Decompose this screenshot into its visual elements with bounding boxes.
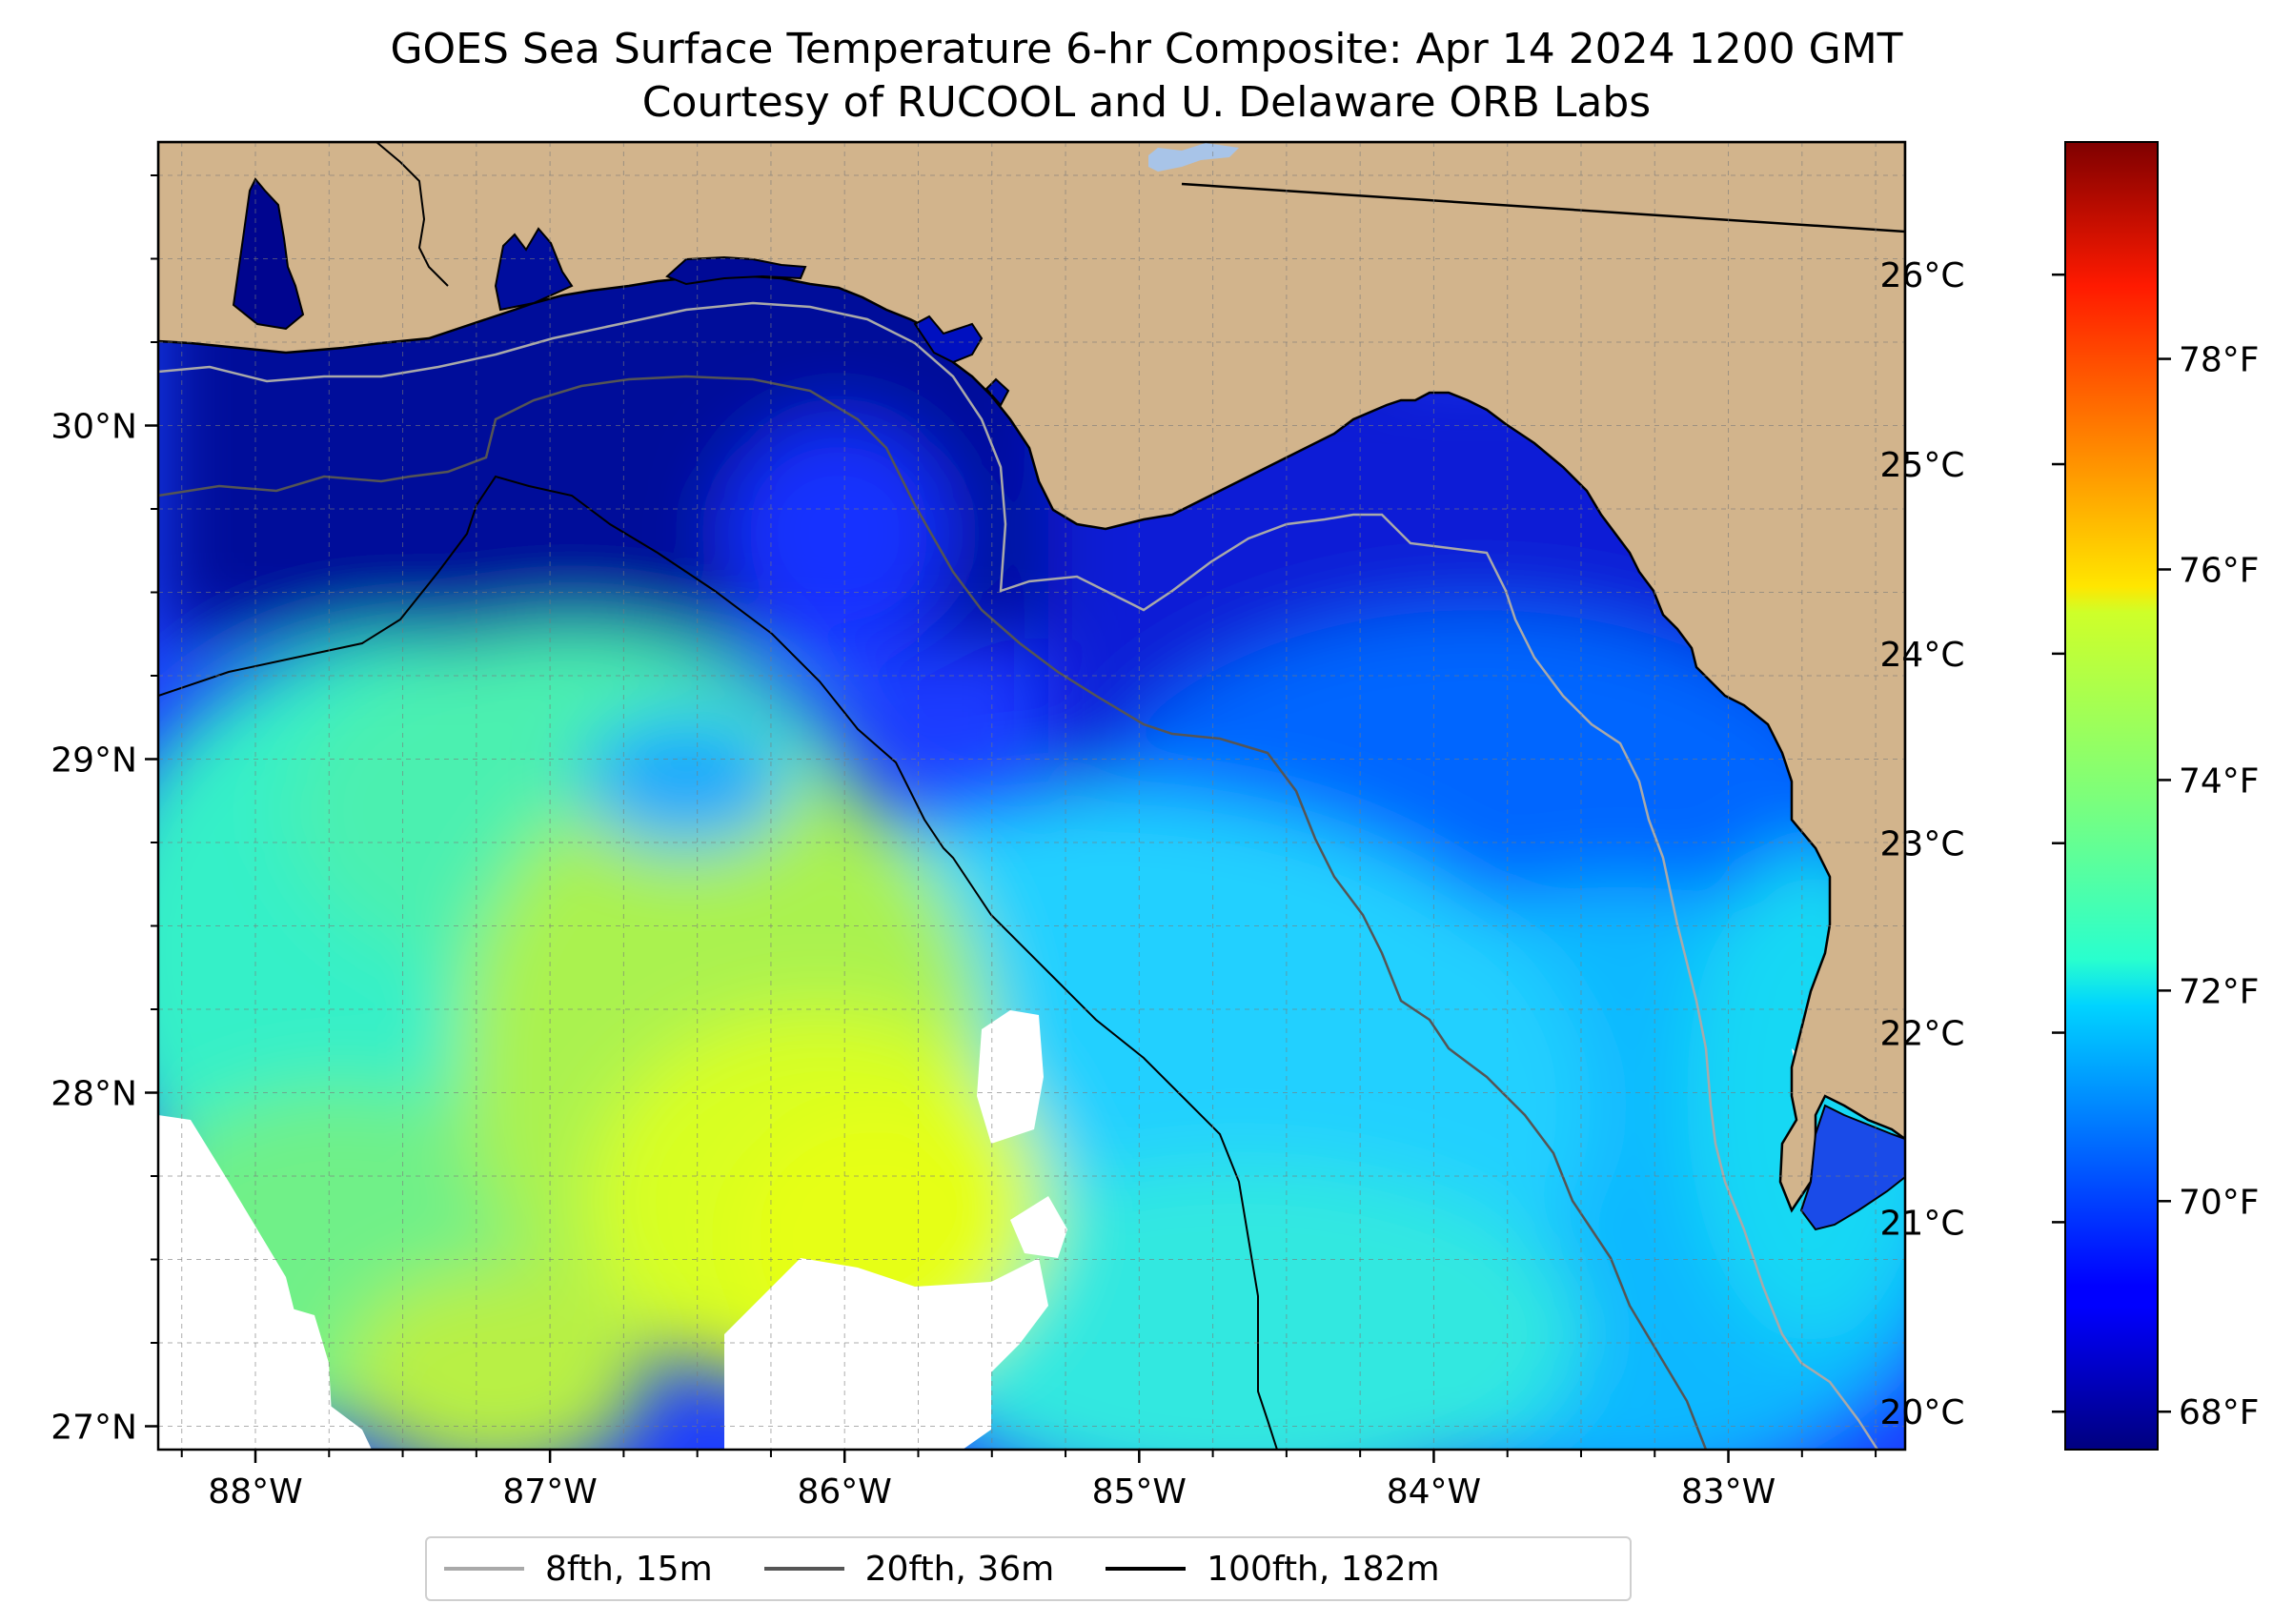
lon-tick-label: 83°W bbox=[1681, 1472, 1776, 1512]
celsius-tick-label: 25°C bbox=[1880, 446, 1965, 485]
celsius-tick-label: 22°C bbox=[1880, 1015, 1965, 1054]
colorbar-celsius-axis: 26°C 25°C 24°C 23°C 22°C 21°C 20°C bbox=[1880, 256, 2065, 1432]
fahrenheit-tick-label: 76°F bbox=[2179, 551, 2260, 590]
legend-item-20fth: 20fth, 36m bbox=[763, 1549, 1055, 1589]
lon-tick-label: 86°W bbox=[798, 1472, 892, 1512]
legend-label-100fth: 100fth, 182m bbox=[1207, 1549, 1440, 1589]
legend-swatch-100fth bbox=[1106, 1567, 1187, 1571]
lon-tick-label: 88°W bbox=[208, 1472, 302, 1512]
longitude-axis: 88°W 87°W 86°W 85°W 84°W 83°W bbox=[180, 1450, 1877, 1512]
celsius-tick-label: 26°C bbox=[1880, 256, 1965, 295]
colorbar bbox=[2064, 141, 2159, 1451]
legend-label-8fth: 8fth, 15m bbox=[545, 1549, 713, 1589]
legend-label-20fth: 20fth, 36m bbox=[864, 1549, 1055, 1589]
latitude-axis: 30°N 29°N 28°N 27°N bbox=[51, 174, 158, 1448]
fahrenheit-tick-label: 72°F bbox=[2179, 972, 2260, 1011]
fahrenheit-tick-label: 78°F bbox=[2179, 341, 2260, 380]
colorbar-fahrenheit-axis: 78°F 76°F 74°F 72°F 70°F 68°F bbox=[2158, 341, 2260, 1432]
chart-title: GOES Sea Surface Temperature 6-hr Compos… bbox=[390, 25, 1903, 73]
celsius-tick-label: 23°C bbox=[1880, 825, 1965, 864]
land-mass bbox=[158, 142, 1905, 1213]
legend-swatch-8fth bbox=[444, 1567, 524, 1571]
isobath-20fth bbox=[158, 375, 1708, 1450]
lat-tick-label: 30°N bbox=[51, 408, 137, 447]
celsius-tick-label: 21°C bbox=[1880, 1204, 1965, 1243]
celsius-tick-label: 20°C bbox=[1880, 1393, 1965, 1432]
celsius-tick-label: 24°C bbox=[1880, 636, 1965, 675]
fahrenheit-tick-label: 70°F bbox=[2179, 1183, 2260, 1222]
lon-tick-label: 85°W bbox=[1092, 1472, 1187, 1512]
lon-tick-label: 84°W bbox=[1387, 1472, 1481, 1512]
lat-tick-label: 27°N bbox=[51, 1409, 137, 1448]
fahrenheit-tick-label: 74°F bbox=[2179, 761, 2260, 801]
lat-tick-label: 28°N bbox=[51, 1075, 137, 1114]
bays-and-inlets bbox=[232, 142, 1905, 1231]
lat-tick-label: 29°N bbox=[51, 741, 137, 781]
lon-tick-label: 87°W bbox=[502, 1472, 597, 1512]
map-frame bbox=[156, 140, 1907, 1451]
legend-item-100fth: 100fth, 182m bbox=[1106, 1549, 1440, 1589]
isobath-legend: 8fth, 15m 20fth, 36m 100fth, 182m bbox=[425, 1536, 1632, 1601]
fahrenheit-tick-label: 68°F bbox=[2179, 1393, 2260, 1432]
legend-swatch-20fth bbox=[763, 1567, 844, 1571]
chart-subtitle: Courtesy of RUCOOL and U. Delaware ORB L… bbox=[641, 78, 1652, 127]
map-gridlines bbox=[158, 142, 1905, 1450]
legend-item-8fth: 8fth, 15m bbox=[444, 1550, 713, 1589]
isobath-100fth bbox=[158, 475, 1278, 1450]
